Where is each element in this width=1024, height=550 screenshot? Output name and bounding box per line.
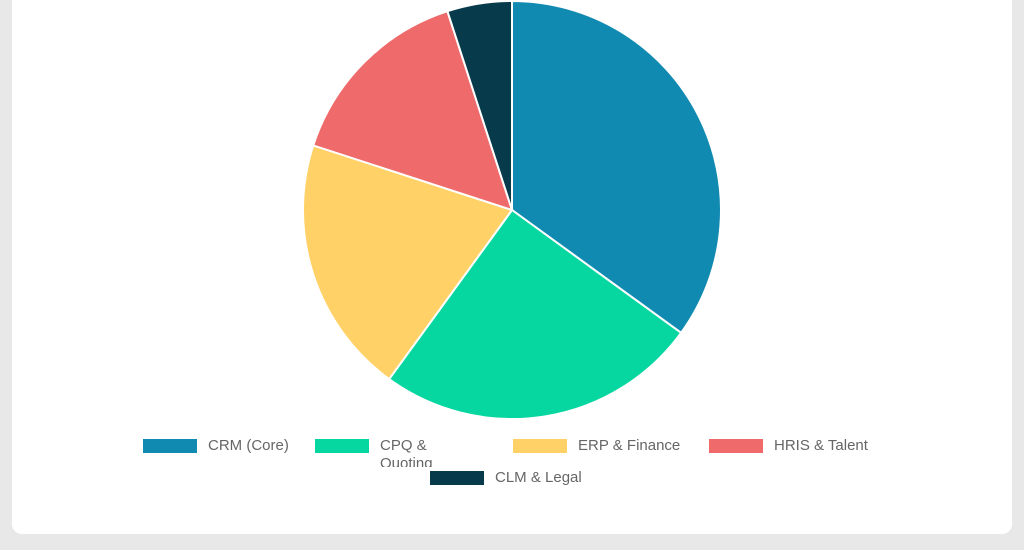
legend-label-clm: CLM & Legal xyxy=(495,469,582,486)
legend-label-cpq: CPQ & Quoting xyxy=(380,437,433,467)
legend-swatch-cpq xyxy=(315,439,369,453)
legend-swatch-erp xyxy=(513,439,567,453)
pie-slice-clm[interactable] xyxy=(446,0,513,211)
legend-swatch-clm xyxy=(430,471,484,485)
legend-item-erp[interactable]: ERP & Finance xyxy=(513,437,680,455)
legend-label-crm: CRM (Core) xyxy=(208,437,289,454)
legend-label-erp: ERP & Finance xyxy=(578,437,681,454)
pie-slice-crm[interactable] xyxy=(511,0,722,335)
legend-item-clm[interactable]: CLM & Legal xyxy=(430,469,582,487)
legend-item-cpq[interactable]: CPQ & Quoting xyxy=(315,437,442,467)
legend-label-hris: HRIS & Talent xyxy=(774,437,868,454)
legend-swatch-crm xyxy=(143,439,197,453)
pie-slice-hris[interactable] xyxy=(311,9,514,212)
pie-slice-cpq[interactable] xyxy=(387,208,683,420)
legend-swatch-hris xyxy=(709,439,763,453)
chart-card: CRM (Core) CPQ & Quoting ERP & Finance H… xyxy=(12,0,1012,534)
pie-chart xyxy=(302,0,722,420)
legend-item-crm[interactable]: CRM (Core) xyxy=(143,437,289,455)
pie-slice-erp[interactable] xyxy=(302,144,514,381)
legend-item-hris[interactable]: HRIS & Talent xyxy=(709,437,868,455)
